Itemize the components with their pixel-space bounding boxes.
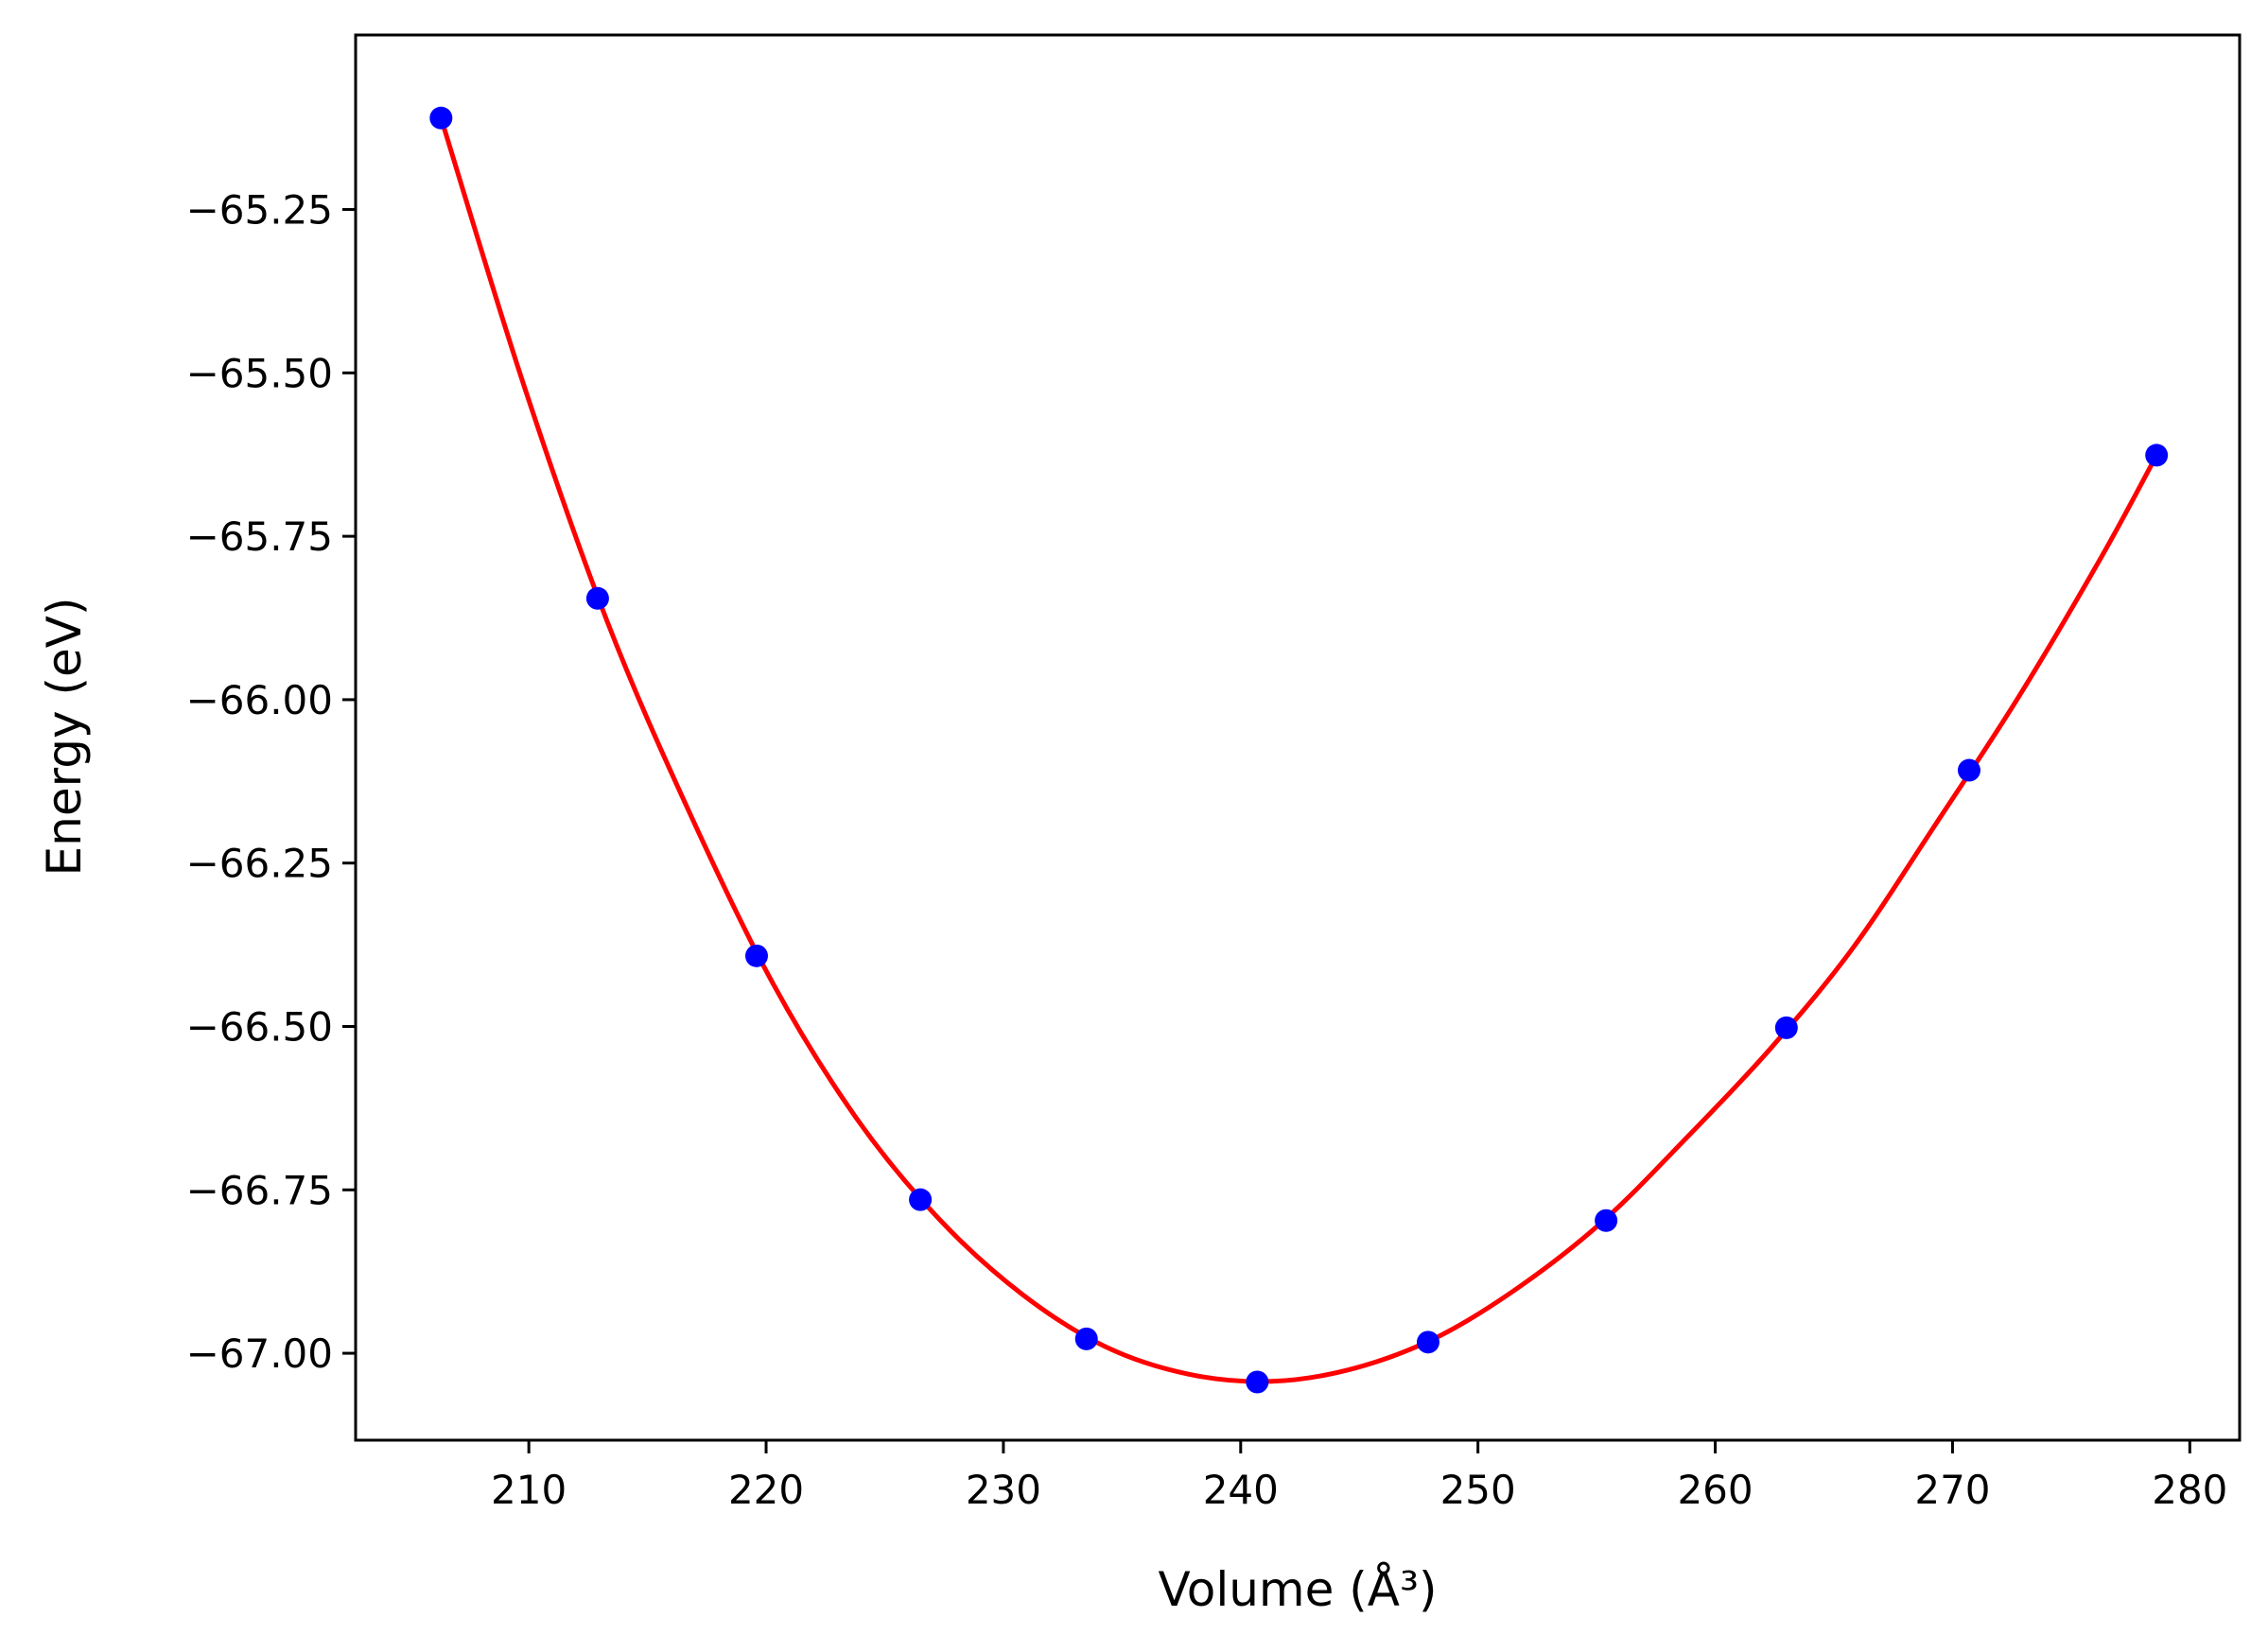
x-tick-label: 280 xyxy=(2152,1467,2227,1513)
data-point xyxy=(744,944,768,967)
x-tick-label: 270 xyxy=(1914,1467,1990,1513)
y-tick-label: −66.75 xyxy=(186,1167,333,1213)
plot-area xyxy=(354,33,2242,1442)
x-tick-label: 260 xyxy=(1677,1467,1753,1513)
points-layer xyxy=(429,106,2169,1394)
x-axis-label: Volume (Å³) xyxy=(1158,1562,1437,1617)
x-tick-label: 220 xyxy=(728,1467,804,1513)
y-tick-label: −65.25 xyxy=(186,187,333,234)
x-axis: 210 220 230 240 250 260 270 280 xyxy=(491,1440,2227,1513)
series-layer xyxy=(438,115,2159,1384)
data-point xyxy=(429,106,453,130)
data-point xyxy=(1416,1330,1439,1354)
data-point xyxy=(1957,758,1980,782)
x-tick-label: 230 xyxy=(966,1467,1041,1513)
y-axis: −65.25 −65.50 −65.75 −66.00 −66.25 −66.50 −66.… xyxy=(186,187,356,1377)
y-tick-label: −65.75 xyxy=(186,513,333,560)
data-point xyxy=(585,586,609,610)
y-axis-label: Energy (eV) xyxy=(37,598,92,877)
x-tick-label: 240 xyxy=(1203,1467,1279,1513)
data-point xyxy=(1246,1370,1269,1394)
y-tick-label: −66.00 xyxy=(186,677,333,723)
data-point xyxy=(1595,1209,1618,1232)
y-tick-label: −65.50 xyxy=(186,350,333,396)
axes-background xyxy=(356,35,2240,1440)
y-tick-label: −66.50 xyxy=(186,1003,333,1050)
data-point xyxy=(909,1188,933,1211)
data-point xyxy=(2145,443,2169,467)
axes-frame xyxy=(354,33,2242,1442)
x-tick-label: 250 xyxy=(1440,1467,1516,1513)
y-tick-label: −67.00 xyxy=(186,1330,333,1377)
data-point xyxy=(1074,1327,1098,1350)
data-point xyxy=(1774,1016,1798,1039)
x-tick-label: 210 xyxy=(491,1467,567,1513)
y-tick-label: −66.25 xyxy=(186,841,333,887)
fit-curve-line xyxy=(438,115,2159,1384)
